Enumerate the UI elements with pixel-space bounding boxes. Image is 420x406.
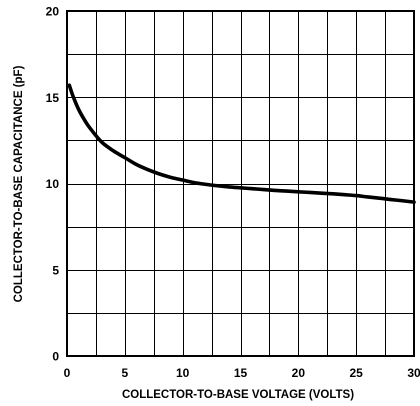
y-tick-label: 5 <box>52 263 59 277</box>
y-tick-label: 20 <box>46 5 60 19</box>
plot-frame <box>66 10 415 357</box>
x-tick-label: 10 <box>176 366 190 380</box>
x-tick-label: 25 <box>349 366 363 380</box>
y-axis-title: COLLECTOR-TO-BASE CAPACITANCE (pF) <box>13 65 25 302</box>
y-axis-tick-labels: 0 5 10 15 20 <box>46 5 60 364</box>
x-tick-label: 15 <box>234 366 248 380</box>
x-tick-label: 5 <box>121 366 128 380</box>
x-tick-label: 30 <box>407 366 420 380</box>
y-tick-label: 10 <box>46 177 60 191</box>
x-tick-label: 20 <box>292 366 306 380</box>
y-tick-label: 0 <box>52 350 59 364</box>
x-tick-label: 0 <box>64 366 71 380</box>
y-tick-label: 15 <box>46 91 60 105</box>
grid <box>67 11 415 357</box>
x-axis-tick-labels: 0 5 10 15 20 25 30 <box>64 366 420 380</box>
capacitance-curve <box>67 83 416 204</box>
x-axis-title: COLLECTOR-TO-BASE VOLTAGE (VOLTS) <box>122 389 354 401</box>
